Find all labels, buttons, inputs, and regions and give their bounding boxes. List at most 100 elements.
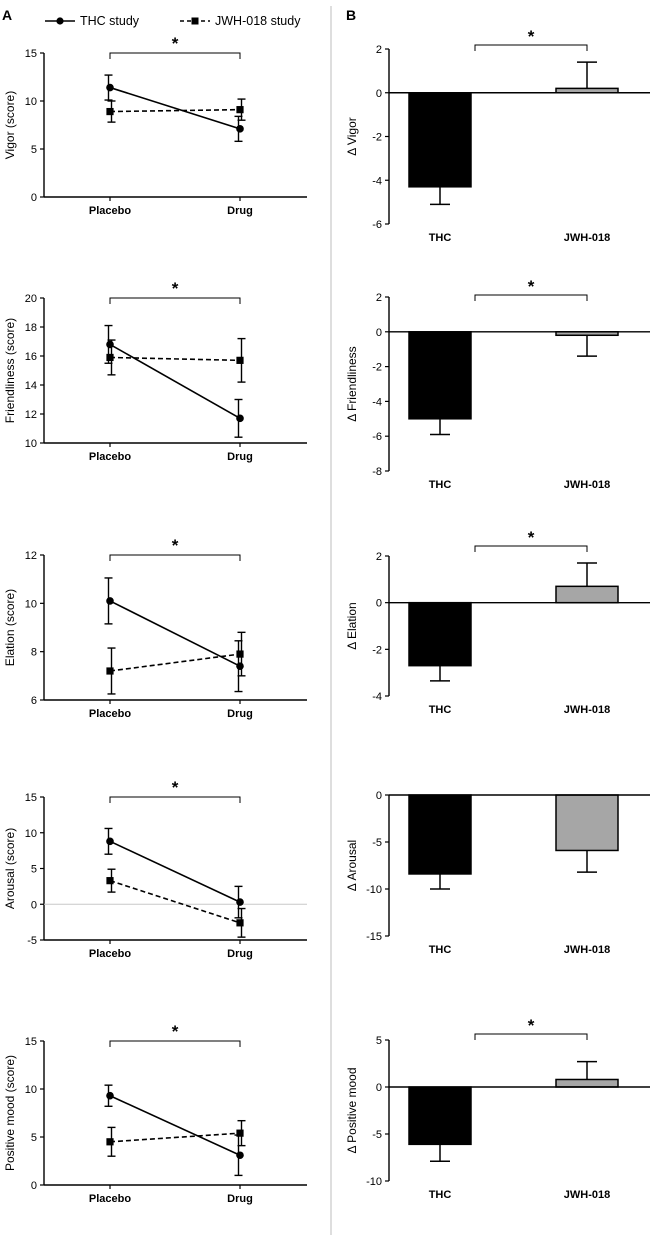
data-point-jwh [236, 106, 244, 114]
x-tick-label: Drug [227, 948, 253, 960]
y-tick-label: -6 [372, 219, 382, 231]
y-tick-label: 0 [31, 899, 37, 911]
x-tick-label: Drug [227, 205, 253, 217]
y-tick-label: -10 [366, 884, 382, 896]
significance-bracket [109, 52, 241, 59]
data-point-jwh [236, 650, 244, 658]
y-tick-label: 5 [31, 864, 37, 876]
y-tick-label: 14 [25, 380, 37, 392]
data-point-jwh [236, 919, 244, 927]
x-tick-label: Drug [227, 451, 253, 463]
y-tick-label: 0 [376, 598, 382, 610]
legend-jwh-marker [191, 17, 199, 25]
bar-thc [408, 92, 472, 188]
x-tick-label: JWH-018 [564, 944, 610, 956]
y-tick-label: -5 [27, 935, 37, 947]
y-tick-label: -10 [366, 1176, 382, 1188]
series-line-thc [109, 1094, 241, 1156]
significance-bracket [109, 297, 241, 304]
y-axis-label: Δ Vigor [345, 117, 359, 155]
y-tick-label: -4 [372, 691, 382, 703]
y-tick-label: 6 [31, 695, 37, 707]
data-point-thc [236, 662, 244, 670]
bar-chart-5: -10 -5 0 5 Δ Positive mood THC JWH-018 * [345, 1016, 650, 1201]
significance-star: * [528, 277, 535, 296]
data-point-jwh [236, 356, 244, 364]
y-axis-label: Δ Friendliness [345, 346, 359, 421]
y-axis-label: Positive mood (score) [3, 1055, 17, 1171]
data-point-jwh [106, 1138, 114, 1146]
x-tick-label: THC [429, 232, 452, 244]
y-tick-label: 0 [376, 88, 382, 100]
significance-star: * [528, 1016, 535, 1035]
x-tick-label: THC [429, 1189, 452, 1201]
y-tick-label: 5 [31, 144, 37, 156]
series-line-thc [109, 600, 241, 667]
y-tick-label: 2 [376, 551, 382, 563]
y-tick-label: 0 [376, 1082, 382, 1094]
y-tick-label: 15 [25, 1036, 37, 1048]
x-tick-label: JWH-018 [564, 1189, 610, 1201]
x-tick-label: JWH-018 [564, 479, 610, 491]
significance-star: * [172, 34, 179, 53]
series-line-jwh [109, 356, 241, 362]
x-tick-label: Placebo [89, 205, 131, 217]
legend-thc-label: THC study [80, 14, 140, 28]
data-point-jwh [106, 667, 114, 675]
y-tick-label: 8 [31, 647, 37, 659]
bar-chart-4: -15 -10 -5 0 Δ Arousal THC JWH-018 [345, 790, 650, 956]
data-point-jwh [106, 877, 114, 885]
x-tick-label: JWH-018 [564, 232, 610, 244]
y-tick-label: 12 [25, 409, 37, 421]
series-line-jwh [109, 653, 241, 672]
y-tick-label: 5 [376, 1035, 382, 1047]
significance-bracket [474, 44, 588, 51]
bar-jwh [555, 585, 619, 604]
panel-label-b: B [346, 7, 356, 23]
y-tick-label: -2 [372, 132, 382, 144]
y-axis-label: Friendliness (score) [3, 318, 17, 423]
y-tick-label: -4 [372, 175, 382, 187]
x-tick-label: Placebo [89, 948, 131, 960]
y-tick-label: 10 [25, 1084, 37, 1096]
data-point-jwh [236, 1129, 244, 1137]
bar-thc [408, 601, 472, 667]
data-point-jwh [106, 107, 114, 116]
significance-bracket [474, 1033, 588, 1040]
x-tick-label: Placebo [89, 708, 131, 720]
significance-bracket [474, 545, 588, 552]
series-line-jwh [109, 108, 241, 113]
significance-bracket [109, 554, 241, 561]
bar-thc [408, 794, 472, 875]
y-tick-label: 0 [376, 327, 382, 339]
significance-star: * [172, 536, 179, 555]
x-tick-label: Drug [227, 1193, 253, 1205]
y-tick-label: 15 [25, 792, 37, 804]
legend-thc-marker [56, 17, 64, 25]
line-chart-2: 10 12 14 16 18 20 Friendliness (score) Placebo D… [3, 279, 307, 463]
bar-jwh [555, 794, 619, 852]
bar-jwh [555, 1078, 619, 1088]
y-axis-label: Δ Arousal [345, 840, 359, 891]
y-tick-label: -2 [372, 644, 382, 656]
data-point-thc [236, 414, 244, 423]
y-axis-label: Arousal (score) [3, 828, 17, 909]
y-tick-label: 0 [31, 1180, 37, 1192]
significance-star: * [172, 1022, 179, 1041]
y-axis-label: Elation (score) [3, 589, 17, 666]
x-tick-label: Placebo [89, 451, 131, 463]
x-tick-label: THC [429, 944, 452, 956]
significance-bracket [474, 294, 588, 301]
series-line-jwh [109, 1132, 241, 1143]
y-tick-label: -4 [372, 396, 382, 408]
y-tick-label: 10 [25, 438, 37, 450]
y-tick-label: 0 [31, 192, 37, 204]
legend: THC study JWH-018 study [45, 14, 301, 28]
data-point-thc [106, 83, 114, 92]
x-tick-label: JWH-018 [564, 704, 610, 716]
data-point-thc [106, 1091, 114, 1100]
y-tick-label: 10 [25, 598, 37, 610]
y-tick-label: 12 [25, 550, 37, 562]
